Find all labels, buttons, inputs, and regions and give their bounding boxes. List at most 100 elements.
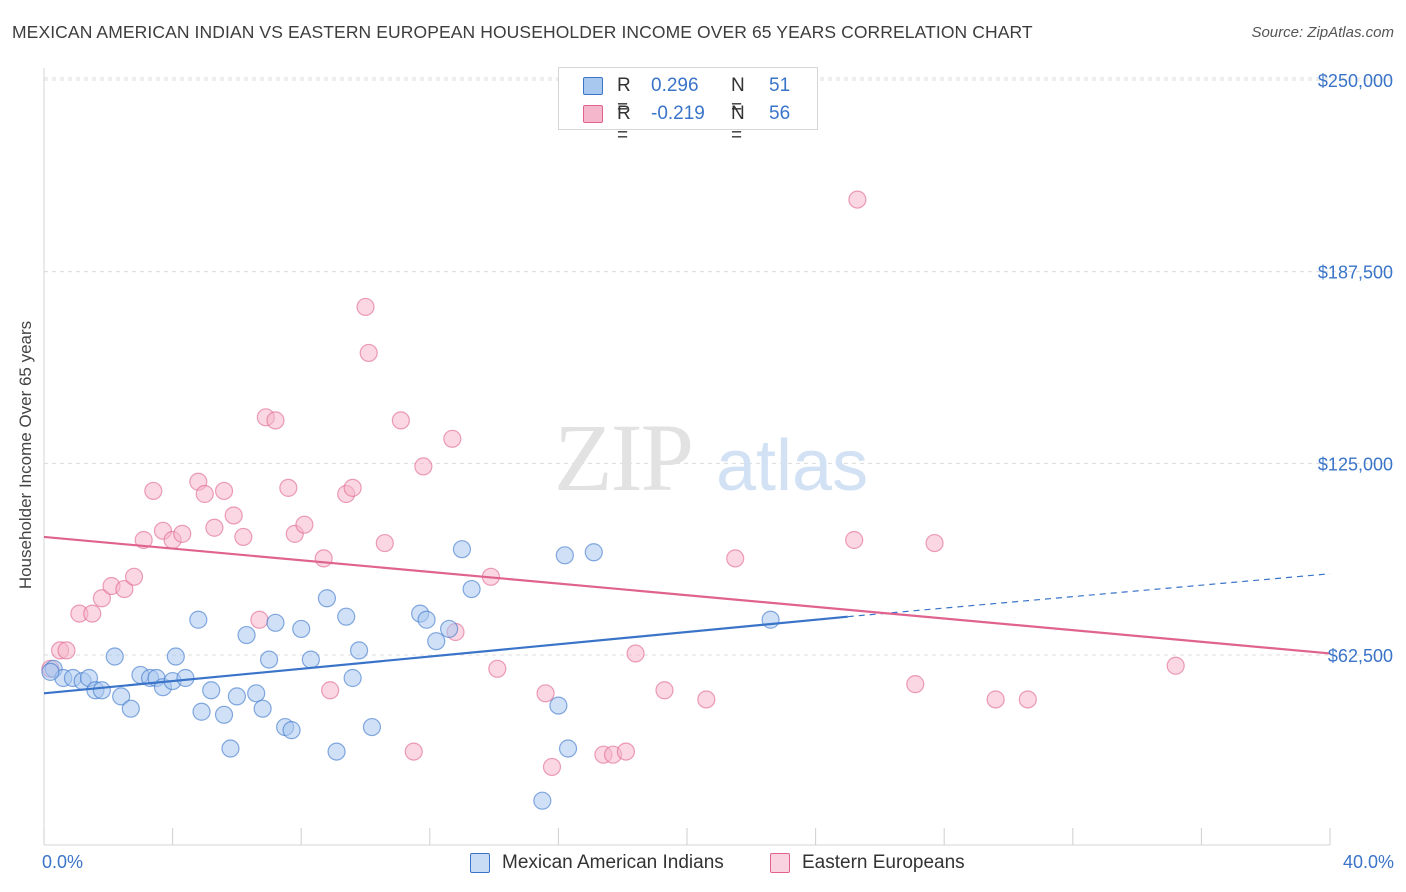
r-value: 0.296 xyxy=(651,75,699,96)
n-value: 56 xyxy=(769,103,791,124)
y-axis-label: Householder Income Over 65 years xyxy=(16,320,35,590)
y-tick-label: $187,500 xyxy=(1318,263,1393,283)
point-eastern-europeans xyxy=(906,675,925,694)
point-mexican-american-indians xyxy=(176,668,195,688)
point-mexican-american-indians xyxy=(549,696,568,715)
point-eastern-europeans xyxy=(124,567,144,586)
point-mexican-american-indians xyxy=(189,610,208,629)
point-eastern-europeans xyxy=(443,429,462,448)
point-mexican-american-indians xyxy=(452,540,472,559)
pink-swatch xyxy=(583,105,603,123)
point-eastern-europeans xyxy=(359,343,378,363)
point-eastern-europeans xyxy=(266,411,285,430)
point-mexican-american-indians xyxy=(417,610,436,629)
watermark-zip: ZIP xyxy=(554,404,692,511)
source-label: Source: ZipAtlas.com xyxy=(1251,24,1394,41)
y-tick-labels: $62,500 $125,000 $187,500 $250,000 xyxy=(1318,71,1393,666)
point-eastern-europeans xyxy=(655,681,674,700)
point-mexican-american-indians xyxy=(462,579,481,599)
point-eastern-europeans xyxy=(375,533,394,553)
point-mexican-american-indians xyxy=(214,705,234,724)
trend-line-mexican-american-indians xyxy=(43,615,848,695)
point-mexican-american-indians xyxy=(253,699,272,718)
point-eastern-europeans xyxy=(697,690,716,709)
point-mexican-american-indians xyxy=(227,687,246,706)
r-label: R = xyxy=(617,103,631,146)
point-eastern-europeans xyxy=(205,518,224,537)
point-eastern-europeans xyxy=(542,757,562,777)
r-label: R = xyxy=(617,75,631,118)
n-label: N = xyxy=(731,75,745,118)
stats-legend: R = 0.296 N = 51 R = -0.219 N = 56 xyxy=(558,67,818,146)
legend-label: Eastern Europeans xyxy=(802,852,965,873)
point-eastern-europeans xyxy=(250,610,269,629)
point-eastern-europeans xyxy=(115,579,134,599)
point-eastern-europeans xyxy=(726,549,745,568)
r-value: -0.219 xyxy=(651,103,705,124)
point-eastern-europeans xyxy=(343,478,362,497)
point-eastern-europeans xyxy=(57,641,76,660)
point-mexican-american-indians xyxy=(362,717,382,737)
point-mexican-american-indians xyxy=(337,607,356,626)
point-eastern-europeans xyxy=(1018,690,1037,709)
point-eastern-europeans xyxy=(92,589,111,608)
y-tick-label: $62,500 xyxy=(1328,646,1393,666)
pink-swatch xyxy=(770,853,790,873)
point-mexican-american-indians xyxy=(427,632,446,651)
point-mexican-american-indians xyxy=(121,699,140,718)
data-points xyxy=(41,190,1185,810)
point-eastern-europeans xyxy=(279,478,298,497)
blue-swatch xyxy=(583,77,603,95)
point-eastern-europeans xyxy=(195,484,214,504)
y-tick-label: $125,000 xyxy=(1318,454,1393,474)
point-mexican-american-indians xyxy=(259,650,279,669)
point-eastern-europeans xyxy=(536,684,555,703)
point-mexican-american-indians xyxy=(349,641,369,660)
trend-line-extension-mexican-american-indians xyxy=(847,573,1331,618)
point-eastern-europeans xyxy=(925,533,944,553)
x-tick-min: 0.0% xyxy=(42,852,84,872)
point-eastern-europeans xyxy=(616,742,636,761)
point-eastern-europeans xyxy=(321,681,340,700)
point-mexican-american-indians xyxy=(555,546,574,565)
point-mexican-american-indians xyxy=(343,668,362,688)
point-mexican-american-indians xyxy=(41,662,60,681)
point-eastern-europeans xyxy=(295,515,314,534)
blue-swatch xyxy=(470,853,490,873)
legend-label: Mexican American Indians xyxy=(502,852,724,873)
point-mexican-american-indians xyxy=(317,589,337,608)
point-eastern-europeans xyxy=(214,481,234,501)
point-eastern-europeans xyxy=(848,190,867,209)
point-mexican-american-indians xyxy=(247,684,266,703)
point-mexican-american-indians xyxy=(282,721,301,740)
point-eastern-europeans xyxy=(488,659,507,678)
n-value: 51 xyxy=(769,75,791,96)
watermark-atlas: atlas xyxy=(716,426,868,506)
point-eastern-europeans xyxy=(83,604,102,623)
chart-title: MEXICAN AMERICAN INDIAN VS EASTERN EUROP… xyxy=(12,22,1033,42)
point-eastern-europeans xyxy=(224,506,243,525)
trend-lines xyxy=(43,535,1331,695)
gridlines xyxy=(44,77,1395,656)
point-eastern-europeans xyxy=(173,524,192,543)
point-eastern-europeans xyxy=(626,644,645,663)
point-mexican-american-indians xyxy=(584,543,603,562)
point-mexican-american-indians xyxy=(292,619,311,639)
axes xyxy=(43,68,1331,846)
point-mexican-american-indians xyxy=(533,791,552,810)
point-eastern-europeans xyxy=(144,481,163,501)
point-eastern-europeans xyxy=(234,527,253,547)
point-mexican-american-indians xyxy=(112,687,131,706)
point-mexican-american-indians xyxy=(266,613,285,632)
point-eastern-europeans xyxy=(414,457,433,476)
point-mexican-american-indians xyxy=(439,619,459,639)
point-eastern-europeans xyxy=(356,297,375,317)
point-eastern-europeans xyxy=(391,411,410,430)
x-tick-max: 40.0% xyxy=(1342,852,1394,872)
point-mexican-american-indians xyxy=(301,650,320,669)
point-mexican-american-indians xyxy=(192,702,211,721)
n-label: N = xyxy=(731,103,745,146)
point-eastern-europeans xyxy=(404,742,423,761)
point-mexican-american-indians xyxy=(221,739,240,758)
